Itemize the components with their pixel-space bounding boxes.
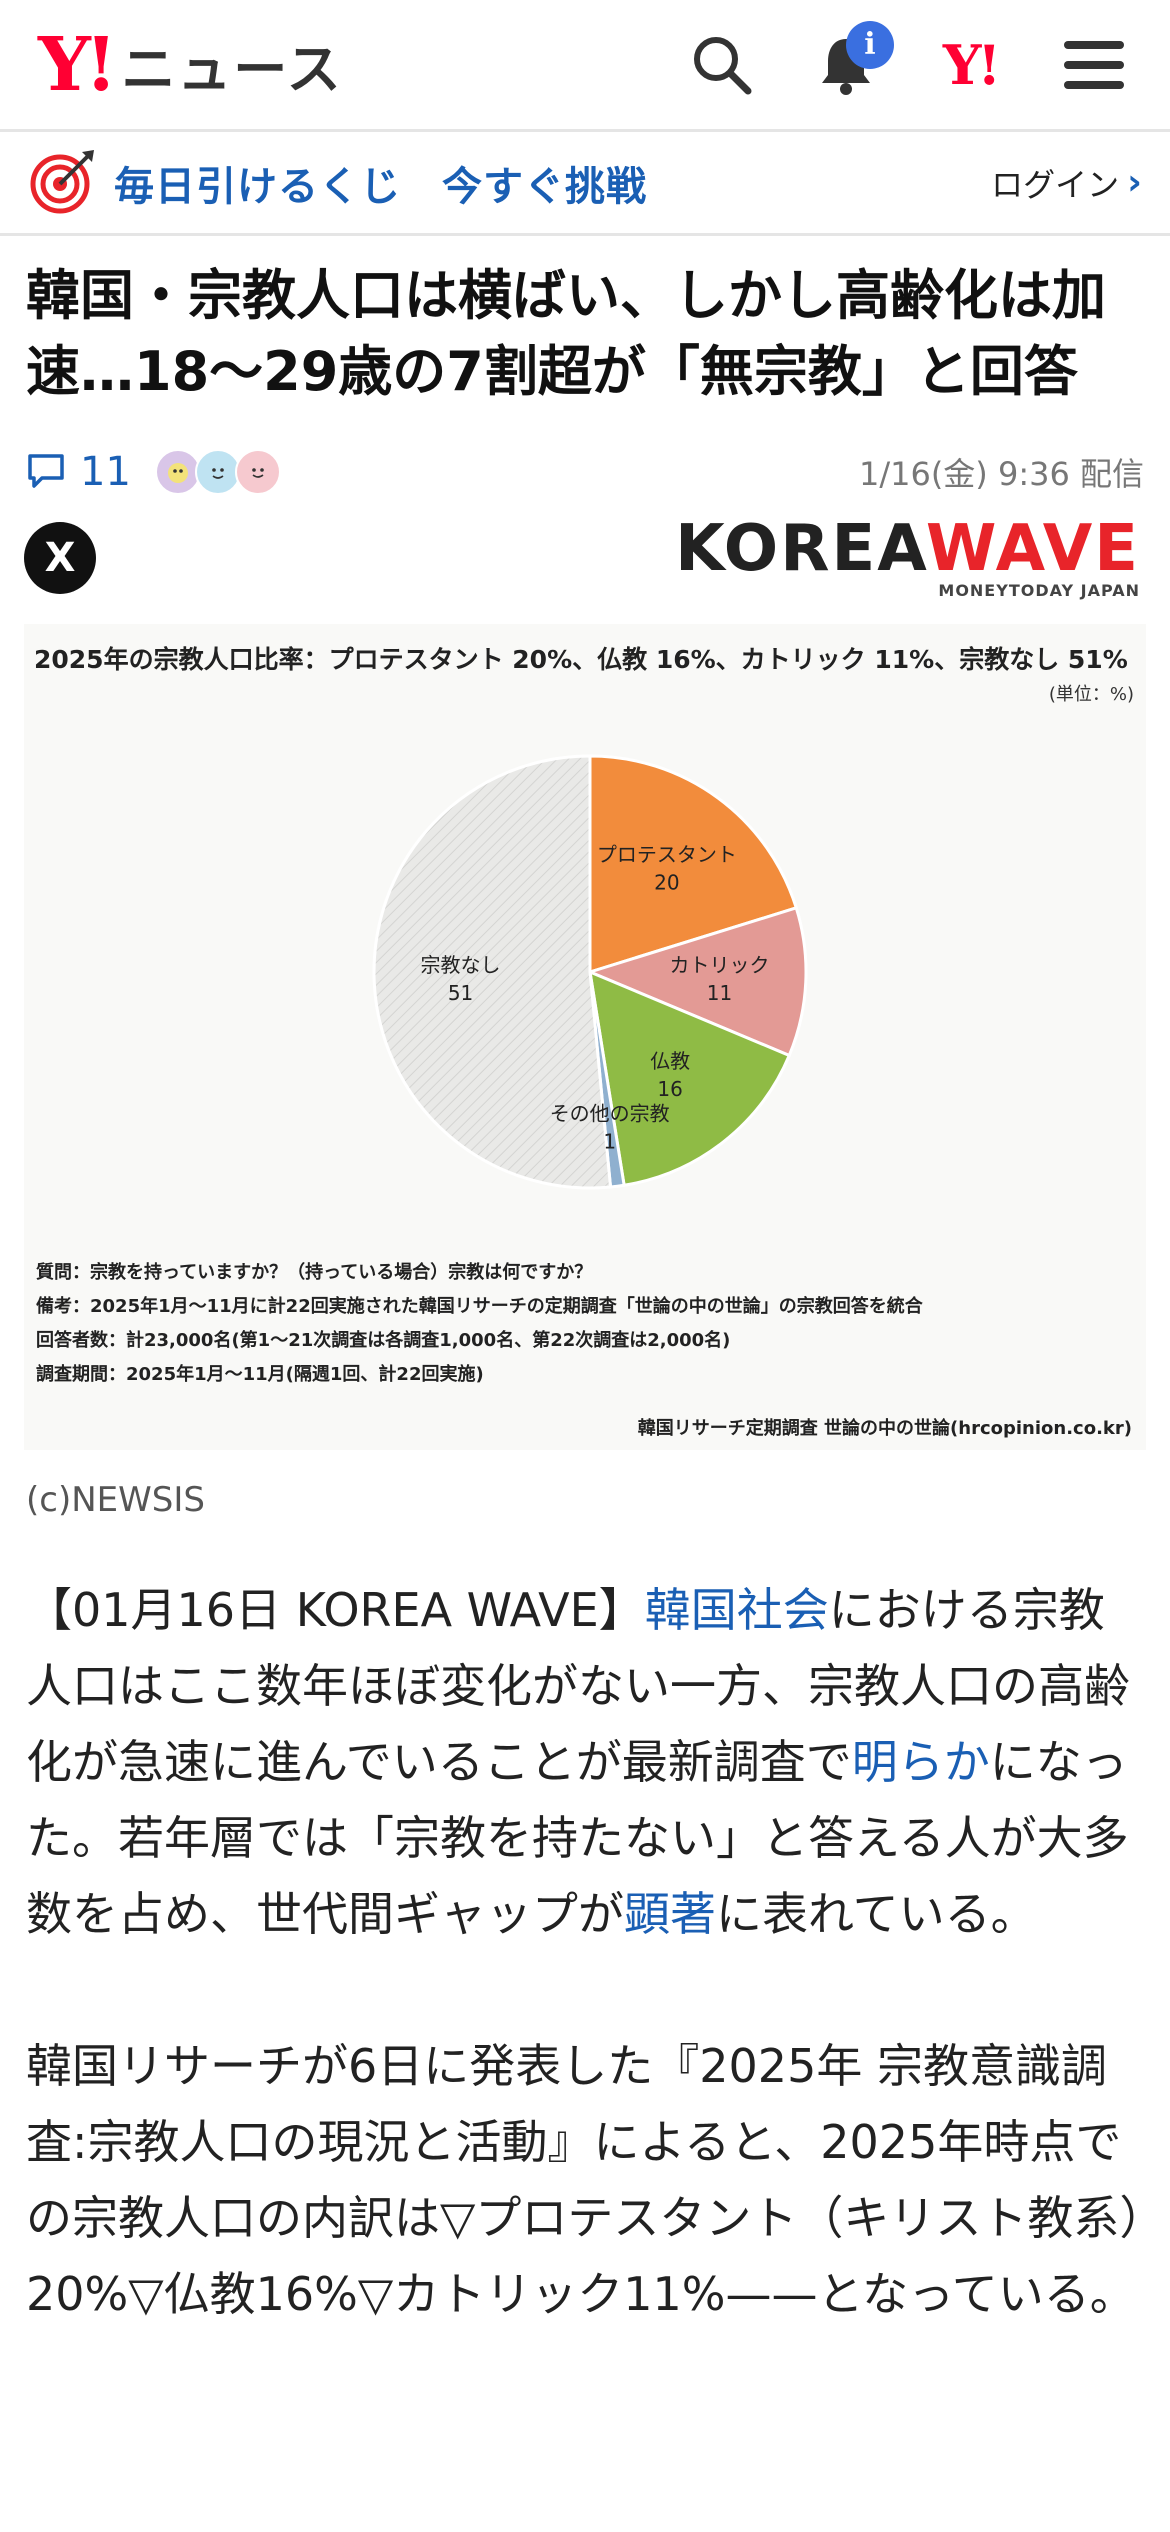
pie-slice <box>588 969 792 1188</box>
service-name[interactable]: ニュース <box>121 38 343 101</box>
article-meta: 11 1/16(金) 9:36 配信 <box>0 410 1170 506</box>
slice-value: 20 <box>654 871 679 895</box>
slice-label: カトリック <box>669 953 769 977</box>
figure-title: 2025年の宗教人口比率：プロテスタント 20%、仏教 16%、カトリック 11… <box>34 645 1128 674</box>
brand[interactable]: Y! ニュース <box>38 25 343 104</box>
body-text: になった。若年層では「宗教を持たない」と答える人が大多数を占め、世代間ギャップが <box>26 1735 1129 1941</box>
share-source-row: X KOREAWAVE MONEYTODAY JAPAN <box>0 506 1170 602</box>
comment-count[interactable]: 11 <box>80 449 131 495</box>
menu-icon[interactable] <box>1052 23 1136 107</box>
target-icon <box>30 148 96 218</box>
reaction-avatars <box>154 449 281 495</box>
slice-label: プロテスタント <box>597 843 737 867</box>
chevron-right-icon: › <box>1127 162 1142 203</box>
pie-slice <box>372 754 613 1190</box>
promo-bar: 毎日引けるくじ 今すぐ挑戦 ログイン › <box>0 132 1170 236</box>
slice-label: 仏教 <box>650 1049 690 1073</box>
article-body: 【01月16日 KOREA WAVE】韓国社会における宗教人口はここ数年ほぼ変化… <box>0 1520 1170 2332</box>
figure-notes: 質問：宗教を持っていますか？（持っている場合）宗教は何ですか？ 備考：2025年… <box>36 1256 923 1392</box>
body-text: における宗教人口はここ数年ほぼ変化がない一方、宗教人口の高齢化が急速に進んでいる… <box>26 1583 1130 1789</box>
slice-label: その他の宗教 <box>550 1101 670 1125</box>
source-logo-korea: KOREA <box>675 511 926 586</box>
pie-slice <box>585 905 808 1058</box>
source-logo[interactable]: KOREAWAVE MONEYTODAY JAPAN <box>675 517 1140 600</box>
article-title: 韓国・宗教人口は横ばい、しかし高齢化は加速…18〜29歳の7割超が「無宗教」と回… <box>26 264 1106 403</box>
body-paragraph: 【01月16日 KOREA WAVE】韓国社会における宗教人口はここ数年ほぼ変化… <box>26 1572 1144 1952</box>
figure-unit: (単位：%) <box>1048 684 1134 705</box>
source-logo-sub: MONEYTODAY JAPAN <box>938 580 1140 600</box>
body-text: 【01月16日 KOREA WAVE】 <box>26 1583 645 1637</box>
yahoo-logo[interactable]: Y! <box>38 21 117 108</box>
source-logo-main: KOREAWAVE <box>675 517 1140 581</box>
app-header: Y! ニュース i Y! <box>0 0 1170 132</box>
lottery-promo[interactable]: 毎日引けるくじ 今すぐ挑戦 <box>30 148 647 218</box>
slice-label: 宗教なし <box>421 953 501 977</box>
yahoo-home-icon[interactable]: Y! <box>928 23 1012 107</box>
keyword-link[interactable]: 顕著 <box>624 1887 716 1941</box>
bell-icon[interactable]: i <box>804 20 894 107</box>
photo-credit: (c)NEWSIS <box>26 1480 205 1520</box>
promo-text[interactable]: 毎日引けるくじ 今すぐ挑戦 <box>114 163 647 210</box>
reaction-avatar <box>234 449 281 495</box>
body-paragraph: 韓国リサーチが6日に発表した『2025年 宗教意識調査:宗教人口の現況と活動』に… <box>26 2039 1143 2321</box>
figure-note: 備考：2025年1月〜11月に計22回実施された韓国リサーチの定期調査「世論の中… <box>36 1296 923 1317</box>
figure-note: 回答者数：計23,000名(第1〜21次調査は各調査1,000名、第22次調査は… <box>36 1330 731 1351</box>
comment-icon <box>26 450 66 494</box>
login-label[interactable]: ログイン <box>991 165 1120 204</box>
slice-value: 51 <box>448 981 473 1005</box>
figure-credit: 韓国リサーチ定期調査 世論の中の世論(hrcopinion.co.kr) <box>637 1418 1132 1439</box>
body-text: に表れている。 <box>716 1887 1037 1941</box>
login-link[interactable]: ログイン › <box>991 160 1142 206</box>
reaction-avatar <box>154 449 201 495</box>
pie-slice <box>588 754 799 975</box>
search-icon[interactable] <box>680 23 764 107</box>
figure-note: 調査期間：2025年1月〜11月(隔週1回、計22回実施) <box>36 1364 484 1385</box>
notification-badge: i <box>846 20 894 69</box>
slice-value: 11 <box>707 981 732 1005</box>
share-x-button[interactable]: X <box>24 522 96 594</box>
yahoo-small-logo: Y! <box>942 32 1001 97</box>
figure-note: 質問：宗教を持っていますか？（持っている場合）宗教は何ですか？ <box>36 1262 593 1283</box>
publish-date: 1/16(金) 9:36 配信 <box>858 455 1144 493</box>
comments-link[interactable]: 11 <box>26 449 281 495</box>
keyword-link[interactable]: 韓国社会 <box>644 1583 829 1637</box>
header-icons: i Y! <box>680 20 1136 107</box>
keyword-link[interactable]: 明らか <box>851 1735 990 1789</box>
source-logo-wave: WAVE <box>925 511 1140 586</box>
slice-value: 16 <box>657 1077 682 1101</box>
article-figure[interactable]: 2025年の宗教人口比率：プロテスタント 20%、仏教 16%、カトリック 11… <box>24 624 1146 1450</box>
slice-value: 1 <box>603 1129 616 1153</box>
